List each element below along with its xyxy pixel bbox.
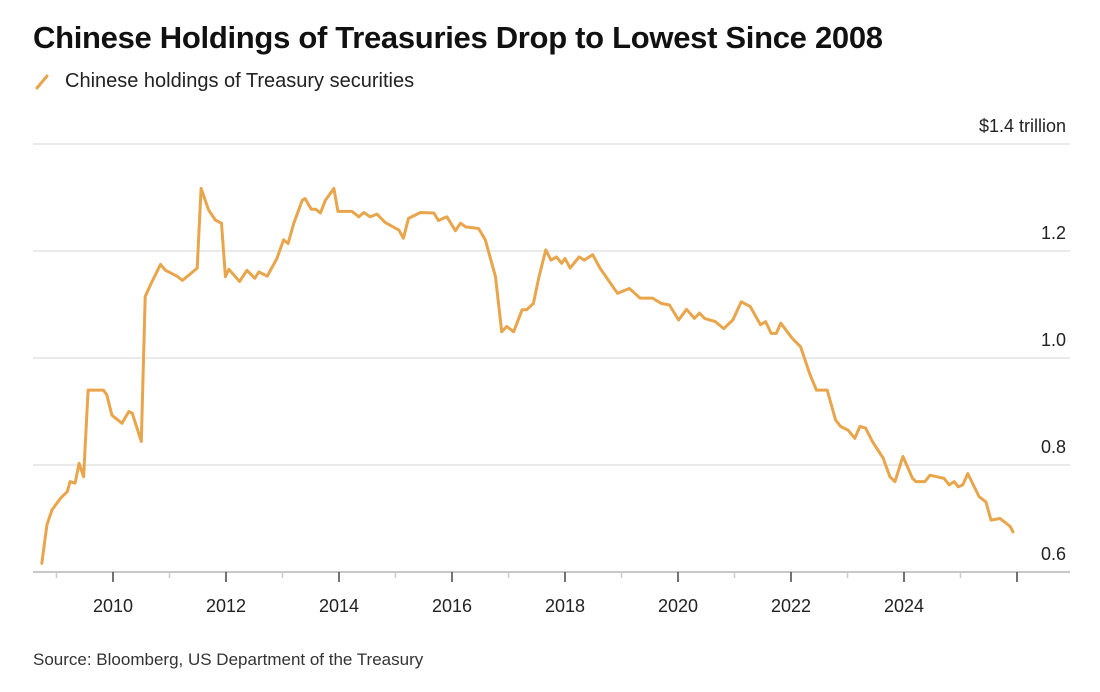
x-tick-label: 2020 [658,596,698,616]
x-tick-label: 2022 [771,596,811,616]
chart-title: Chinese Holdings of Treasuries Drop to L… [33,20,883,55]
legend-line-icon [35,74,49,89]
legend: Chinese holdings of Treasury securities [33,70,414,93]
y-tick-label: 1.0 [1041,330,1066,350]
y-tick-label: 0.6 [1041,544,1066,564]
x-tick-label: 2010 [93,596,133,616]
series-line [40,186,1015,565]
y-tick-label: 1.2 [1041,223,1066,243]
source-note: Source: Bloomberg, US Department of the … [33,650,424,669]
y-axis-unit-label: $1.4 trillion [979,116,1066,136]
y-tick-label: 0.8 [1041,437,1066,457]
x-tick-label: 2016 [432,596,472,616]
x-tick-label: 2018 [545,596,585,616]
x-tick-label: 2014 [319,596,359,616]
legend-label: Chinese holdings of Treasury securities [65,70,415,92]
x-tick-label: 2012 [206,596,246,616]
x-tick-label: 2024 [884,596,924,616]
